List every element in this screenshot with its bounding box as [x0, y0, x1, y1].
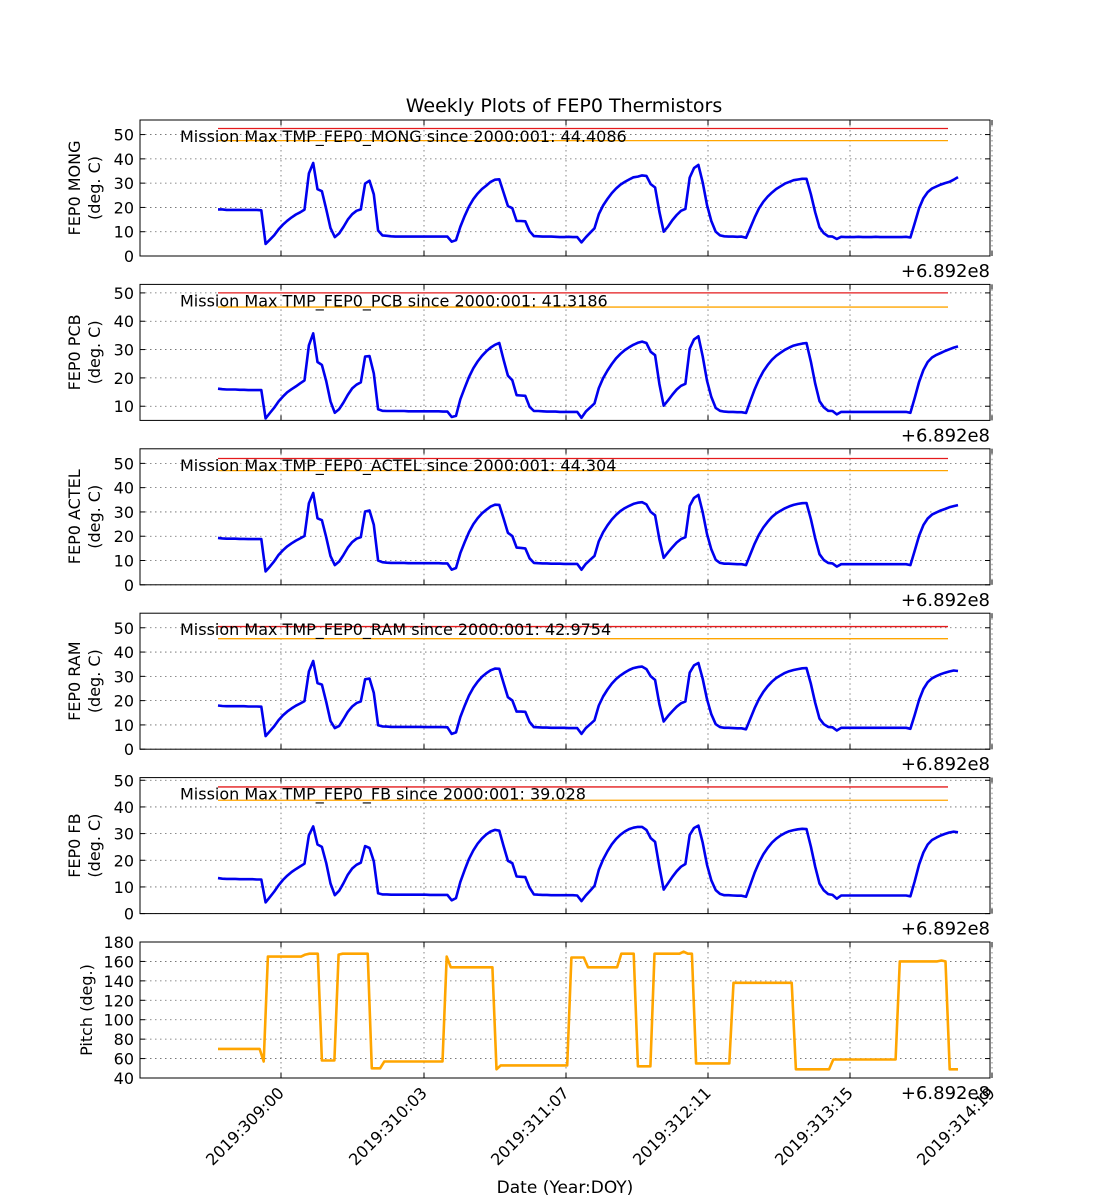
x-offset-label: +6.892e8: [901, 919, 990, 940]
y-tick-label: 20: [114, 851, 134, 870]
y-axis-label: FEP0 ACTEL: [65, 469, 84, 564]
y-tick-label: 10: [114, 397, 134, 416]
y-tick-label: 30: [114, 503, 134, 522]
y-axis-unit: (deg. C): [85, 320, 104, 384]
x-offset-label: +6.892e8: [901, 754, 990, 775]
y-tick-label: 120: [103, 991, 134, 1010]
panels: 0 10 20 30 40 50 Mission Max TMP_FEP0_MONG sin…: [65, 119, 993, 1104]
y-tick-label: 40: [114, 1069, 134, 1088]
y-axis-unit: (deg. C): [85, 649, 104, 713]
x-offset-label: +6.892e8: [901, 590, 990, 611]
y-tick-label: 20: [114, 198, 134, 217]
y-tick-label: 20: [114, 369, 134, 388]
axes-frame: [139, 941, 991, 1079]
y-tick-label: 50: [114, 619, 134, 638]
y-tick-label: 50: [114, 771, 134, 790]
y-tick-label: 10: [114, 223, 134, 242]
x-offset-label: +6.892e8: [901, 1083, 990, 1104]
y-axis-unit: (deg. C): [85, 814, 104, 878]
axes-frame: [139, 283, 991, 421]
mission-max-annotation: Mission Max TMP_FEP0_PCB since 2000:001:…: [180, 291, 608, 311]
y-tick-label: 60: [114, 1050, 134, 1069]
series-line-3: [217, 659, 959, 738]
figure-title: Weekly Plots of FEP0 Thermistors: [406, 95, 723, 117]
y-tick-label: 0: [124, 247, 134, 266]
mission-max-annotation: Mission Max TMP_FEP0_ACTEL since 2000:00…: [180, 456, 616, 476]
x-tick-label: 2019:310:03: [345, 1083, 431, 1169]
y-tick-label: 50: [114, 126, 134, 145]
y-tick-label: 180: [103, 933, 134, 952]
series-line-5: [218, 950, 958, 1071]
y-tick-label: 160: [103, 952, 134, 971]
panel-1: 10 20 30 40 50 Mission Max TMP_FEP0_PCB since…: [65, 283, 993, 446]
y-tick-label: 20: [114, 527, 134, 546]
y-tick-label: 20: [114, 692, 134, 711]
x-tick-label: 2019:311:07: [487, 1083, 573, 1169]
y-tick-label: 10: [114, 552, 134, 571]
x-axis: 2019:309:00 2019:310:03 2019:311:07 2019:31…: [202, 1083, 999, 1198]
y-axis-label: FEP0 MONG: [65, 141, 84, 236]
y-tick-label: 30: [114, 174, 134, 193]
series-line-0: [218, 161, 959, 246]
panel-3: 0 10 20 30 40 50 Mission Max TMP_FEP0_RAM sinc…: [65, 612, 993, 775]
mission-max-annotation: Mission Max TMP_FEP0_RAM since 2000:001:…: [180, 620, 611, 640]
y-tick-label: 40: [114, 150, 134, 169]
x-axis-label: Date (Year:DOY): [497, 1178, 634, 1198]
y-tick-label: 10: [114, 716, 134, 735]
y-tick-label: 40: [114, 643, 134, 662]
y-axis-label: FEP0 PCB: [65, 314, 84, 390]
y-axis-unit: (deg. C): [85, 156, 104, 220]
y-tick-label: 80: [114, 1030, 134, 1049]
y-tick-label: 30: [114, 667, 134, 686]
y-axis-label: Pitch (deg.): [77, 964, 96, 1056]
y-tick-label: 0: [124, 576, 134, 595]
y-tick-label: 10: [114, 878, 134, 897]
x-tick-label: 2019:313:15: [771, 1083, 857, 1169]
y-tick-label: 0: [124, 905, 134, 924]
series-line-4: [217, 824, 959, 904]
y-tick-label: 50: [114, 454, 134, 473]
y-tick-label: 100: [103, 1011, 134, 1030]
x-offset-label: +6.892e8: [901, 261, 990, 282]
mission-max-annotation: Mission Max TMP_FEP0_MONG since 2000:001…: [180, 127, 627, 147]
axes-frame: [139, 777, 991, 915]
x-offset-label: +6.892e8: [901, 425, 990, 446]
panel-4: 0 10 20 30 40 50 Mission Max TMP_FEP0_FB since…: [65, 771, 993, 940]
axes-frame: [139, 612, 991, 750]
axes-frame: [139, 448, 991, 586]
y-tick-label: 30: [114, 825, 134, 844]
y-axis-unit: (deg. C): [85, 485, 104, 549]
x-tick-label: 2019:312:11: [629, 1083, 715, 1169]
y-tick-label: 140: [103, 972, 134, 991]
y-tick-label: 50: [114, 284, 134, 303]
mission-max-annotation: Mission Max TMP_FEP0_FB since 2000:001: …: [180, 785, 586, 805]
y-tick-label: 40: [114, 479, 134, 498]
y-tick-label: 0: [124, 740, 134, 759]
y-tick-label: 40: [114, 798, 134, 817]
y-tick-label: 30: [114, 341, 134, 360]
y-axis-label: FEP0 RAM: [65, 641, 84, 720]
axes-frame: [139, 119, 991, 257]
panel-0: 0 10 20 30 40 50 Mission Max TMP_FEP0_MONG sin…: [65, 119, 993, 282]
series-line-1: [217, 332, 959, 420]
x-tick-label: 2019:309:00: [202, 1083, 288, 1169]
panel-2: 0 10 20 30 40 50 Mission Max TMP_FEP0_ACTEL si…: [65, 448, 993, 611]
series-line-2: [217, 491, 959, 573]
y-axis-label: FEP0 FB: [65, 813, 84, 877]
y-tick-label: 40: [114, 312, 134, 331]
